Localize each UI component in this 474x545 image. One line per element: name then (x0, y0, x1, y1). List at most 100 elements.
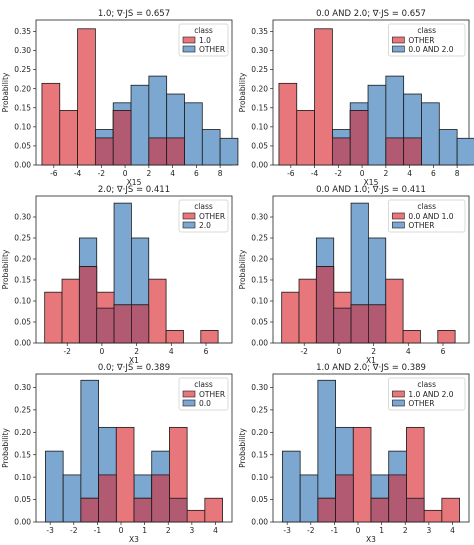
bar-overlap-bin-3 (315, 266, 335, 344)
x-axis-label: X1 (129, 356, 139, 365)
x-axis-label: X1 (366, 356, 376, 365)
legend-box (388, 23, 466, 57)
chart-title: 0.0; ∇·JS = 0.389 (98, 363, 170, 373)
y-tick-label: 0.20 (251, 255, 268, 264)
x-tick-label: 4 (170, 169, 175, 178)
y-tick-label: 0.10 (251, 122, 268, 131)
legend-swatch (392, 221, 405, 229)
y-tick-label: 0.05 (251, 495, 268, 504)
x-tick-label: 3 (189, 526, 194, 535)
y-tick-label: 0.05 (251, 142, 268, 151)
x-tick-label: 0 (337, 347, 342, 356)
x-tick-label: -2 (98, 169, 106, 178)
bar-overlap-bin-8 (166, 137, 185, 166)
x-tick-label: -1 (94, 526, 102, 535)
legend-label: OTHER (408, 221, 434, 230)
y-tick-label: 0.20 (14, 84, 31, 93)
x-tick-label: 2 (134, 347, 139, 356)
y-axis-label: Probability (238, 249, 247, 289)
legend-swatch (182, 390, 196, 398)
chart-title: 1.0; ∇·JS = 0.657 (98, 9, 170, 19)
x-axis-label: X15 (364, 178, 379, 187)
bar-series-2-bin-1 (282, 450, 301, 523)
bar-series-1-bin-10 (437, 329, 456, 344)
x-tick-label: 1 (379, 526, 384, 535)
bar-series-1-bin-1 (281, 291, 300, 344)
x-tick-label: 0 (360, 169, 365, 178)
y-tick-label: 0.05 (14, 495, 31, 504)
y-axis-label: Probability (1, 428, 10, 468)
x-tick-label: -3 (46, 526, 54, 535)
y-tick-label: 0.15 (14, 450, 31, 459)
x-tick-label: 0 (119, 526, 124, 535)
bar-series-1-bin-1 (44, 291, 63, 344)
x-tick-label: 4 (213, 526, 218, 535)
bar-overlap-bin-4 (335, 474, 354, 523)
bar-series-2-bin-3 (130, 84, 150, 166)
y-tick-label: 0.15 (14, 103, 31, 112)
bar-series-2-bin-2 (299, 474, 319, 523)
bar-overlap-bin-3 (80, 497, 99, 523)
x-tick-label: 4 (169, 347, 174, 356)
bar-series-1-bin-1 (41, 82, 61, 166)
legend-swatch (392, 399, 405, 407)
y-tick-label: 0.30 (14, 46, 31, 55)
y-tick-label: 0.20 (251, 84, 268, 93)
y-tick-label: 0.00 (14, 339, 31, 348)
bar-overlap-bin-8 (169, 497, 188, 523)
chart-panel-5: -3 -2 -1 0 1 2 3 4 0.00 0.05 0.10 0.15 0.20 0.25 0.30 0… (1, 363, 233, 544)
y-tick-label: 0.30 (14, 213, 31, 222)
bar-overlap-bin-6 (370, 497, 390, 523)
x-tick-label: 6 (194, 169, 199, 178)
bar-overlap-bin-5 (349, 110, 369, 166)
x-tick-label: 4 (406, 347, 411, 356)
legend-swatch (392, 212, 405, 220)
x-tick-label: -2 (307, 526, 315, 535)
bar-series-1-bin-9 (423, 509, 443, 523)
legend-swatch (182, 36, 196, 44)
bar-series-1-bin-10 (204, 497, 223, 523)
x-axis-label: X15 (127, 178, 142, 187)
bar-series-1-bin-7 (148, 278, 167, 344)
legend-title: class (194, 380, 213, 389)
bar-series-2-bin-8 (456, 137, 474, 166)
y-tick-label: 0.00 (251, 339, 268, 348)
legend-label: 1.0 AND 2.0 (408, 390, 453, 399)
bar-series-1-bin-10 (441, 497, 460, 523)
legend-box (388, 377, 466, 411)
bar-series-1-bin-5 (352, 426, 372, 523)
y-tick-label: 0.30 (251, 46, 268, 55)
x-tick-label: 6 (441, 347, 446, 356)
legend-label: OTHER (408, 399, 434, 408)
legend-title: class (417, 26, 436, 35)
chart-panel-1: -6 -4 -2 0 2 4 6 8 0.00 0.05 0.10 0.15 0.20 0.25 0.30 0… (1, 9, 239, 187)
x-tick-label: -2 (70, 526, 78, 535)
bar-overlap-bin-7 (385, 137, 405, 166)
y-tick-label: 0.25 (251, 405, 268, 414)
legend-title: class (417, 202, 436, 211)
x-tick-label: 2 (166, 526, 171, 535)
y-axis-label: Probability (238, 72, 247, 112)
y-axis-label: Probability (1, 249, 10, 289)
x-tick-label: -6 (287, 169, 295, 178)
x-tick-label: -6 (50, 169, 58, 178)
y-tick-label: 0.15 (251, 450, 268, 459)
x-tick-label: 1 (142, 526, 147, 535)
x-tick-label: 4 (450, 526, 455, 535)
legend-swatch (182, 45, 196, 53)
chart-title: 1.0 AND 2.0; ∇·JS = 0.389 (316, 363, 426, 373)
bar-series-2-bin-1 (45, 450, 64, 523)
x-axis-label: X3 (129, 535, 139, 544)
x-tick-label: 2 (371, 347, 376, 356)
chart-title: 2.0; ∇·JS = 0.411 (98, 185, 170, 195)
bar-overlap-bin-5 (350, 304, 369, 344)
x-tick-label: -2 (63, 347, 71, 356)
bar-overlap-bin-8 (403, 137, 422, 166)
x-tick-label: -4 (311, 169, 319, 178)
y-tick-label: 0.15 (251, 276, 268, 285)
chart-title: 0.0 AND 2.0; ∇·JS = 0.657 (316, 9, 426, 19)
